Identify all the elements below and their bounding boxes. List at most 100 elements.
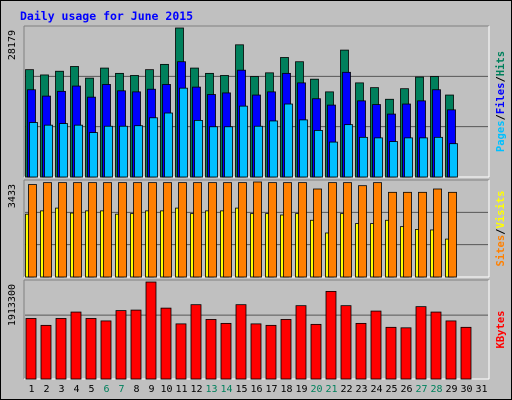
- bar-pages-day-7: [119, 125, 128, 178]
- legend-item-sep: /: [495, 114, 507, 120]
- bar-pages-day-5: [89, 132, 98, 178]
- bar-pages-day-26: [404, 137, 413, 178]
- bar-kbytes-day-25: [385, 326, 397, 380]
- bar-kbytes-day-24: [370, 310, 382, 380]
- day-label-27: 27: [415, 384, 427, 395]
- bar-sites-day-6: [103, 182, 112, 278]
- legend-item-hits: Hits: [495, 51, 507, 76]
- bar-kbytes-day-1: [25, 318, 37, 380]
- day-label-5: 5: [88, 384, 94, 395]
- bar-pages-day-29: [449, 143, 458, 178]
- bar-kbytes-day-5: [85, 318, 97, 380]
- bar-kbytes-day-15: [235, 304, 247, 380]
- bar-kbytes-day-19: [295, 305, 307, 380]
- bar-pages-day-11: [179, 87, 188, 178]
- bar-pages-day-13: [209, 126, 218, 178]
- chart-title: Daily usage for June 2015: [20, 9, 193, 23]
- bar-sites-day-15: [238, 182, 247, 278]
- bar-sites-day-1: [28, 184, 37, 278]
- bar-kbytes-day-22: [340, 305, 352, 380]
- bar-sites-day-7: [118, 182, 127, 278]
- bar-kbytes-day-29: [445, 320, 457, 380]
- panel-0-legend: Pages/Files/Hits: [495, 51, 507, 152]
- bar-sites-day-27: [418, 191, 427, 278]
- bar-kbytes-day-18: [280, 319, 292, 380]
- bar-kbytes-day-4: [70, 311, 82, 380]
- bar-pages-day-2: [44, 124, 53, 178]
- bar-kbytes-day-12: [190, 304, 202, 380]
- bar-sites-day-22: [343, 182, 352, 278]
- panel-1-legend: Sites/Visits: [495, 191, 507, 267]
- day-label-10: 10: [160, 384, 172, 395]
- day-label-17: 17: [265, 384, 277, 395]
- day-label-13: 13: [205, 384, 217, 395]
- day-label-8: 8: [133, 384, 139, 395]
- legend-item-sep: /: [495, 76, 507, 82]
- bar-pages-day-8: [134, 125, 143, 178]
- bar-pages-day-19: [299, 119, 308, 178]
- bar-sites-day-25: [388, 191, 397, 278]
- panel-1-scale-label: 28179: [7, 30, 18, 60]
- bar-pages-day-28: [434, 136, 443, 178]
- bar-kbytes-day-2: [40, 324, 52, 380]
- bar-kbytes-day-6: [100, 320, 112, 380]
- bar-pages-day-22: [344, 124, 353, 178]
- bar-pages-day-12: [194, 120, 203, 178]
- bar-pages-day-1: [29, 122, 38, 178]
- panel-2-legend: KBytes: [495, 311, 507, 349]
- bar-kbytes-day-7: [115, 310, 127, 380]
- panel-3-scale-label: 1913300: [7, 284, 18, 326]
- bar-pages-day-21: [329, 141, 338, 178]
- bar-kbytes-day-8: [130, 309, 142, 380]
- bar-pages-day-16: [254, 125, 263, 178]
- bar-sites-day-28: [433, 188, 442, 278]
- legend-item-sep: /: [495, 229, 507, 235]
- legend-item-visits: Visits: [495, 191, 507, 229]
- day-label-30: 30: [460, 384, 472, 395]
- bar-sites-day-24: [373, 182, 382, 278]
- bar-pages-day-6: [104, 125, 113, 178]
- legend-item-files: Files: [495, 83, 507, 115]
- day-label-2: 2: [43, 384, 49, 395]
- legend-item-pages: Pages: [495, 120, 507, 152]
- day-label-29: 29: [445, 384, 457, 395]
- bar-kbytes-day-10: [160, 307, 172, 380]
- bar-sites-day-10: [163, 182, 172, 278]
- bar-kbytes-day-30: [460, 326, 472, 380]
- bar-sites-day-17: [268, 182, 277, 278]
- bar-kbytes-day-20: [310, 323, 322, 380]
- day-label-6: 6: [103, 384, 109, 395]
- day-label-19: 19: [295, 384, 307, 395]
- bar-sites-day-16: [253, 181, 262, 278]
- bar-kbytes-day-14: [220, 322, 232, 380]
- bar-pages-day-25: [389, 141, 398, 178]
- day-label-24: 24: [370, 384, 382, 395]
- legend-item-kbytes: KBytes: [495, 311, 507, 349]
- bar-sites-day-13: [208, 182, 217, 278]
- bar-sites-day-5: [88, 182, 97, 278]
- bar-pages-day-17: [269, 120, 278, 178]
- day-label-14: 14: [220, 384, 232, 395]
- bar-sites-day-3: [58, 182, 67, 278]
- bar-pages-day-3: [59, 123, 68, 178]
- day-label-25: 25: [385, 384, 397, 395]
- bar-kbytes-day-23: [355, 322, 367, 380]
- bar-sites-day-18: [283, 182, 292, 278]
- bar-sites-day-26: [403, 191, 412, 278]
- day-label-22: 22: [340, 384, 352, 395]
- day-label-23: 23: [355, 384, 367, 395]
- day-label-18: 18: [280, 384, 292, 395]
- bar-sites-day-20: [313, 188, 322, 278]
- bar-sites-day-23: [358, 185, 367, 278]
- day-label-7: 7: [118, 384, 124, 395]
- bar-sites-day-29: [448, 191, 457, 278]
- day-label-11: 11: [175, 384, 187, 395]
- bar-sites-day-12: [193, 182, 202, 278]
- bar-kbytes-day-21: [325, 290, 337, 380]
- bar-pages-day-15: [239, 105, 248, 178]
- bar-sites-day-8: [133, 182, 142, 278]
- day-label-31: 31: [475, 384, 487, 395]
- bar-kbytes-day-9: [145, 281, 157, 380]
- bar-sites-day-9: [148, 182, 157, 278]
